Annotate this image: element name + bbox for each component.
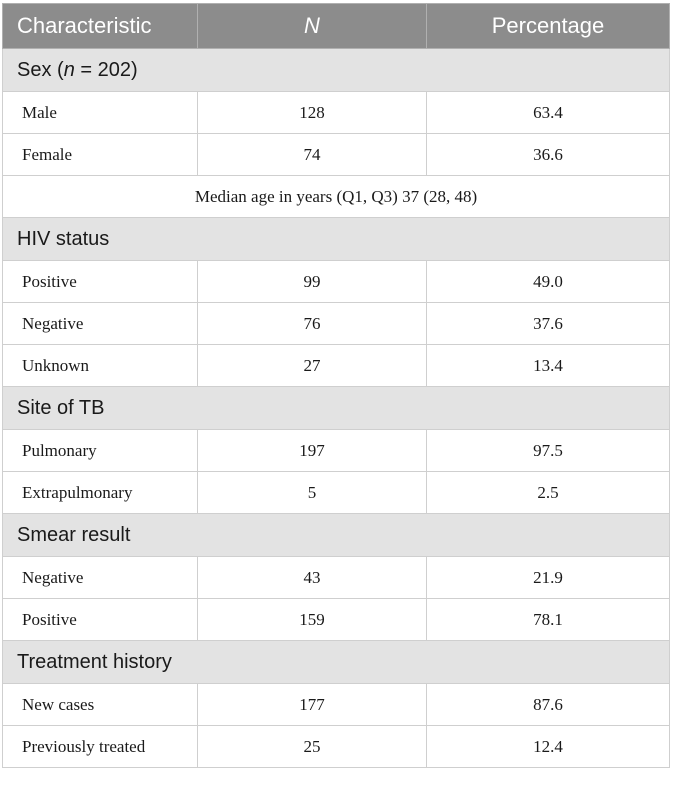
table-row: Unknown 27 13.4 bbox=[2, 344, 670, 387]
row-n: 99 bbox=[197, 260, 427, 303]
median-age-note: Median age in years (Q1, Q3) 37 (28, 48) bbox=[2, 175, 670, 218]
row-percentage: 2.5 bbox=[426, 471, 670, 514]
section-title-prefix: Sex ( bbox=[17, 58, 64, 81]
section-header-site-of-tb: Site of TB bbox=[2, 386, 670, 430]
section-title: Site of TB bbox=[2, 386, 670, 430]
row-label: Negative bbox=[2, 556, 198, 599]
row-n: 128 bbox=[197, 91, 427, 134]
row-label: Extrapulmonary bbox=[2, 471, 198, 514]
table-row: Pulmonary 197 97.5 bbox=[2, 429, 670, 472]
table-row: Male 128 63.4 bbox=[2, 91, 670, 134]
row-label: Male bbox=[2, 91, 198, 134]
row-n: 177 bbox=[197, 683, 427, 726]
row-n: 197 bbox=[197, 429, 427, 472]
row-n: 76 bbox=[197, 302, 427, 345]
row-percentage: 78.1 bbox=[426, 598, 670, 641]
characteristics-table: Characteristic N Percentage Sex (n = 202… bbox=[2, 3, 670, 768]
row-percentage: 87.6 bbox=[426, 683, 670, 726]
row-label: New cases bbox=[2, 683, 198, 726]
table-row: Female 74 36.6 bbox=[2, 133, 670, 176]
median-age-row: Median age in years (Q1, Q3) 37 (28, 48) bbox=[2, 175, 670, 218]
row-n: 74 bbox=[197, 133, 427, 176]
row-percentage: 12.4 bbox=[426, 725, 670, 768]
row-percentage: 37.6 bbox=[426, 302, 670, 345]
section-title: Smear result bbox=[2, 513, 670, 557]
table-row: Negative 76 37.6 bbox=[2, 302, 670, 345]
section-header-sex: Sex (n = 202) bbox=[2, 48, 670, 92]
header-n: N bbox=[197, 3, 427, 49]
row-n: 27 bbox=[197, 344, 427, 387]
table-row: Negative 43 21.9 bbox=[2, 556, 670, 599]
row-percentage: 21.9 bbox=[426, 556, 670, 599]
table-row: New cases 177 87.6 bbox=[2, 683, 670, 726]
row-n: 25 bbox=[197, 725, 427, 768]
row-n: 159 bbox=[197, 598, 427, 641]
table-row: Positive 99 49.0 bbox=[2, 260, 670, 303]
table-row: Positive 159 78.1 bbox=[2, 598, 670, 641]
section-header-hiv-status: HIV status bbox=[2, 217, 670, 261]
table-row: Extrapulmonary 5 2.5 bbox=[2, 471, 670, 514]
row-percentage: 13.4 bbox=[426, 344, 670, 387]
row-percentage: 36.6 bbox=[426, 133, 670, 176]
section-header-treatment-history: Treatment history bbox=[2, 640, 670, 684]
row-label: Previously treated bbox=[2, 725, 198, 768]
row-percentage: 49.0 bbox=[426, 260, 670, 303]
row-label: Positive bbox=[2, 598, 198, 641]
row-label: Pulmonary bbox=[2, 429, 198, 472]
header-characteristic: Characteristic bbox=[2, 3, 198, 49]
row-label: Negative bbox=[2, 302, 198, 345]
section-title-suffix: = 202) bbox=[74, 58, 138, 81]
row-percentage: 63.4 bbox=[426, 91, 670, 134]
section-title-italic: n bbox=[63, 58, 75, 81]
row-percentage: 97.5 bbox=[426, 429, 670, 472]
header-row: Characteristic N Percentage bbox=[2, 3, 670, 49]
table-row: Previously treated 25 12.4 bbox=[2, 725, 670, 768]
row-label: Unknown bbox=[2, 344, 198, 387]
header-percentage: Percentage bbox=[426, 3, 670, 49]
row-label: Female bbox=[2, 133, 198, 176]
section-title: HIV status bbox=[2, 217, 670, 261]
row-n: 43 bbox=[197, 556, 427, 599]
row-label: Positive bbox=[2, 260, 198, 303]
row-n: 5 bbox=[197, 471, 427, 514]
section-title: Treatment history bbox=[2, 640, 670, 684]
section-header-smear-result: Smear result bbox=[2, 513, 670, 557]
